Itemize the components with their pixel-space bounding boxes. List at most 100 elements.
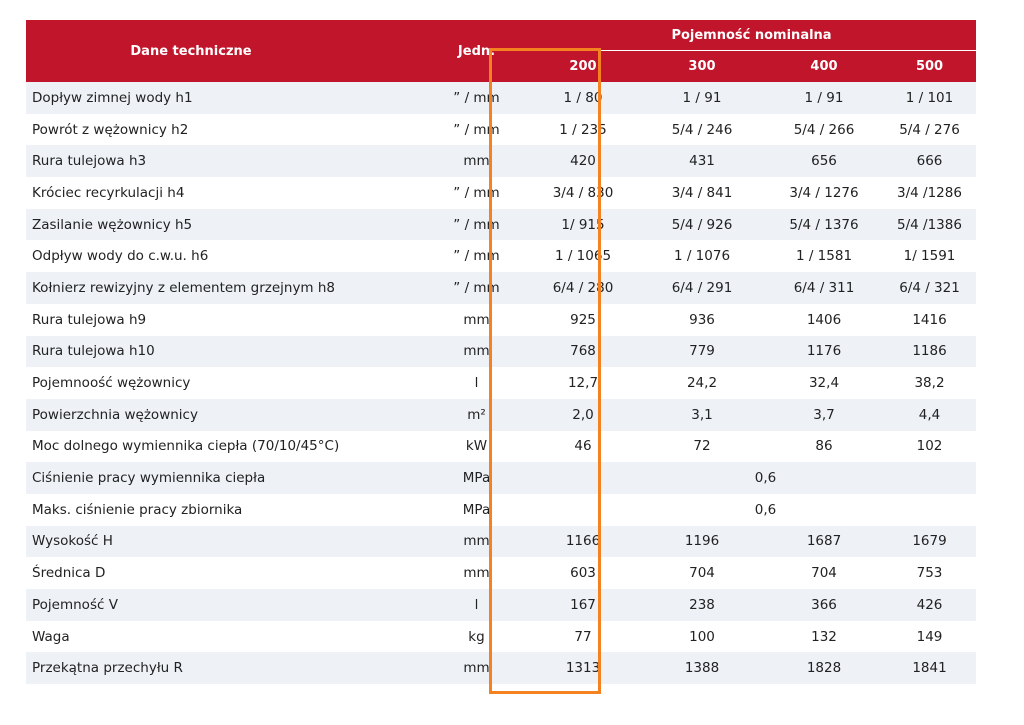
- row-unit: ” / mm: [426, 208, 527, 241]
- cell-value-400: 32,4: [765, 367, 883, 399]
- cell-value-400: 656: [765, 145, 883, 178]
- cell-value-300: 3,1: [639, 398, 765, 431]
- row-label: Odpływ wody do c.w.u. h6: [26, 240, 426, 273]
- cell-value-200: 420: [527, 145, 639, 178]
- cell-value-400: 366: [765, 589, 883, 621]
- cell-value-500: 753: [883, 557, 977, 589]
- table-row: Maks. ciśnienie pracy zbiornika MPa 0,6: [26, 493, 977, 526]
- cell-value-200: 768: [527, 335, 639, 368]
- cell-value-400: 3/4 / 1276: [765, 177, 883, 209]
- cell-value-200: 2,0: [527, 398, 639, 431]
- row-label: Wysokość H: [26, 525, 426, 558]
- table-row: Waga kg 77 100 132 149: [26, 620, 977, 653]
- header-capacity-500: 500: [883, 50, 977, 82]
- cell-value-300: 5/4 / 926: [639, 208, 765, 241]
- cell-value-200: 1 / 1065: [527, 240, 639, 273]
- cell-value-200: 12,7: [527, 367, 639, 399]
- cell-value-300: 431: [639, 145, 765, 178]
- row-label: Powierzchnia wężownicy: [26, 398, 426, 431]
- table-row: Rura tulejowa h9 mm 925 936 1406 1416: [26, 303, 977, 336]
- cell-value-400: 5/4 / 1376: [765, 208, 883, 241]
- cell-value-500: 4,4: [883, 398, 977, 431]
- cell-value-300: 1 / 91: [639, 82, 765, 114]
- cell-value-200: 167: [527, 589, 639, 621]
- row-label: Maks. ciśnienie pracy zbiornika: [26, 493, 426, 526]
- row-label: Zasilanie wężownicy h5: [26, 208, 426, 241]
- table-body: Dopływ zimnej wody h1” / mm 1 / 80 1 / 91 1…: [26, 82, 977, 685]
- row-unit: mm: [426, 145, 527, 178]
- row-label: Dopływ zimnej wody h1: [26, 82, 426, 114]
- cell-value-500: 102: [883, 430, 977, 463]
- row-label: Średnica D: [26, 557, 426, 589]
- row-unit: kW: [426, 430, 527, 463]
- cell-value-500: 666: [883, 145, 977, 178]
- row-unit: mm: [426, 557, 527, 589]
- cell-empty: [527, 462, 639, 494]
- cell-value-400: 704: [765, 557, 883, 589]
- cell-value-500: 38,2: [883, 367, 977, 399]
- row-unit: mm: [426, 335, 527, 368]
- cell-value-300: 238: [639, 589, 765, 621]
- row-label: Pojemnoość wężownicy: [26, 367, 426, 399]
- tech-spec-table-wrapper: Dane techniczne Jedn. Pojemność nominaln…: [26, 20, 977, 685]
- cell-value-200: 1 / 80: [527, 82, 639, 114]
- cell-value-200: 3/4 / 830: [527, 177, 639, 209]
- table-row: Powierzchnia wężownicy m² 2,0 3,1 3,7 4,4: [26, 398, 977, 431]
- cell-value-200: 603: [527, 557, 639, 589]
- cell-value-400: 86: [765, 430, 883, 463]
- cell-value-400: 6/4 / 311: [765, 272, 883, 304]
- cell-value-400: 132: [765, 620, 883, 653]
- table-row: Odpływ wody do c.w.u. h6” / mm 1 / 1065 1 …: [26, 240, 977, 273]
- row-label: Rura tulejowa h3: [26, 145, 426, 178]
- cell-value-300: 1388: [639, 652, 765, 685]
- row-unit: kg: [426, 620, 527, 653]
- header-capacity-400: 400: [765, 50, 883, 82]
- table-row: Dopływ zimnej wody h1” / mm 1 / 80 1 / 91 1…: [26, 82, 977, 114]
- cell-value-500: 149: [883, 620, 977, 653]
- cell-value-200: 6/4 / 280: [527, 272, 639, 304]
- cell-value-400: 1687: [765, 525, 883, 558]
- cell-value-300: 779: [639, 335, 765, 368]
- row-label: Kołnierz rewizyjny z elementem grzejnym …: [26, 272, 426, 304]
- table-row: Zasilanie wężownicy h5” / mm 1/ 915 5/4 / …: [26, 208, 977, 241]
- cell-value-200: 46: [527, 430, 639, 463]
- row-unit: mm: [426, 652, 527, 685]
- cell-value-200: 925: [527, 303, 639, 336]
- cell-value-400: 5/4 / 266: [765, 113, 883, 146]
- cell-value-200: 1/ 915: [527, 208, 639, 241]
- cell-value-400: 3,7: [765, 398, 883, 431]
- cell-value-300: 1 / 1076: [639, 240, 765, 273]
- table-row: Moc dolnego wymiennika ciepła (70/10/45°…: [26, 430, 977, 463]
- header-unit: Jedn.: [426, 20, 527, 82]
- row-unit: l: [426, 367, 527, 399]
- tech-spec-table: Dane techniczne Jedn. Pojemność nominaln…: [26, 20, 977, 685]
- cell-value-merged: 0,6: [639, 462, 977, 494]
- cell-value-500: 1/ 1591: [883, 240, 977, 273]
- cell-value-200: 1166: [527, 525, 639, 558]
- cell-value-500: 1 / 101: [883, 82, 977, 114]
- cell-value-500: 3/4 /1286: [883, 177, 977, 209]
- row-unit: ” / mm: [426, 272, 527, 304]
- header-capacity-300: 300: [639, 50, 765, 82]
- row-unit: mm: [426, 525, 527, 558]
- cell-value-400: 1406: [765, 303, 883, 336]
- cell-value-500: 1416: [883, 303, 977, 336]
- row-unit: ” / mm: [426, 113, 527, 146]
- row-unit: MPa: [426, 462, 527, 494]
- cell-value-300: 72: [639, 430, 765, 463]
- cell-empty: [527, 493, 639, 526]
- cell-value-400: 1 / 91: [765, 82, 883, 114]
- row-unit: ” / mm: [426, 240, 527, 273]
- cell-value-200: 77: [527, 620, 639, 653]
- row-unit: MPa: [426, 493, 527, 526]
- table-row: Króciec recyrkulacji h4” / mm 3/4 / 830 3/…: [26, 177, 977, 209]
- header-capacity-200: 200: [527, 50, 639, 82]
- table-row: Rura tulejowa h10 mm 768 779 1176 1186: [26, 335, 977, 368]
- row-label: Pojemność V: [26, 589, 426, 621]
- row-unit: ” / mm: [426, 177, 527, 209]
- row-label: Powrót z wężownicy h2: [26, 113, 426, 146]
- row-label: Króciec recyrkulacji h4: [26, 177, 426, 209]
